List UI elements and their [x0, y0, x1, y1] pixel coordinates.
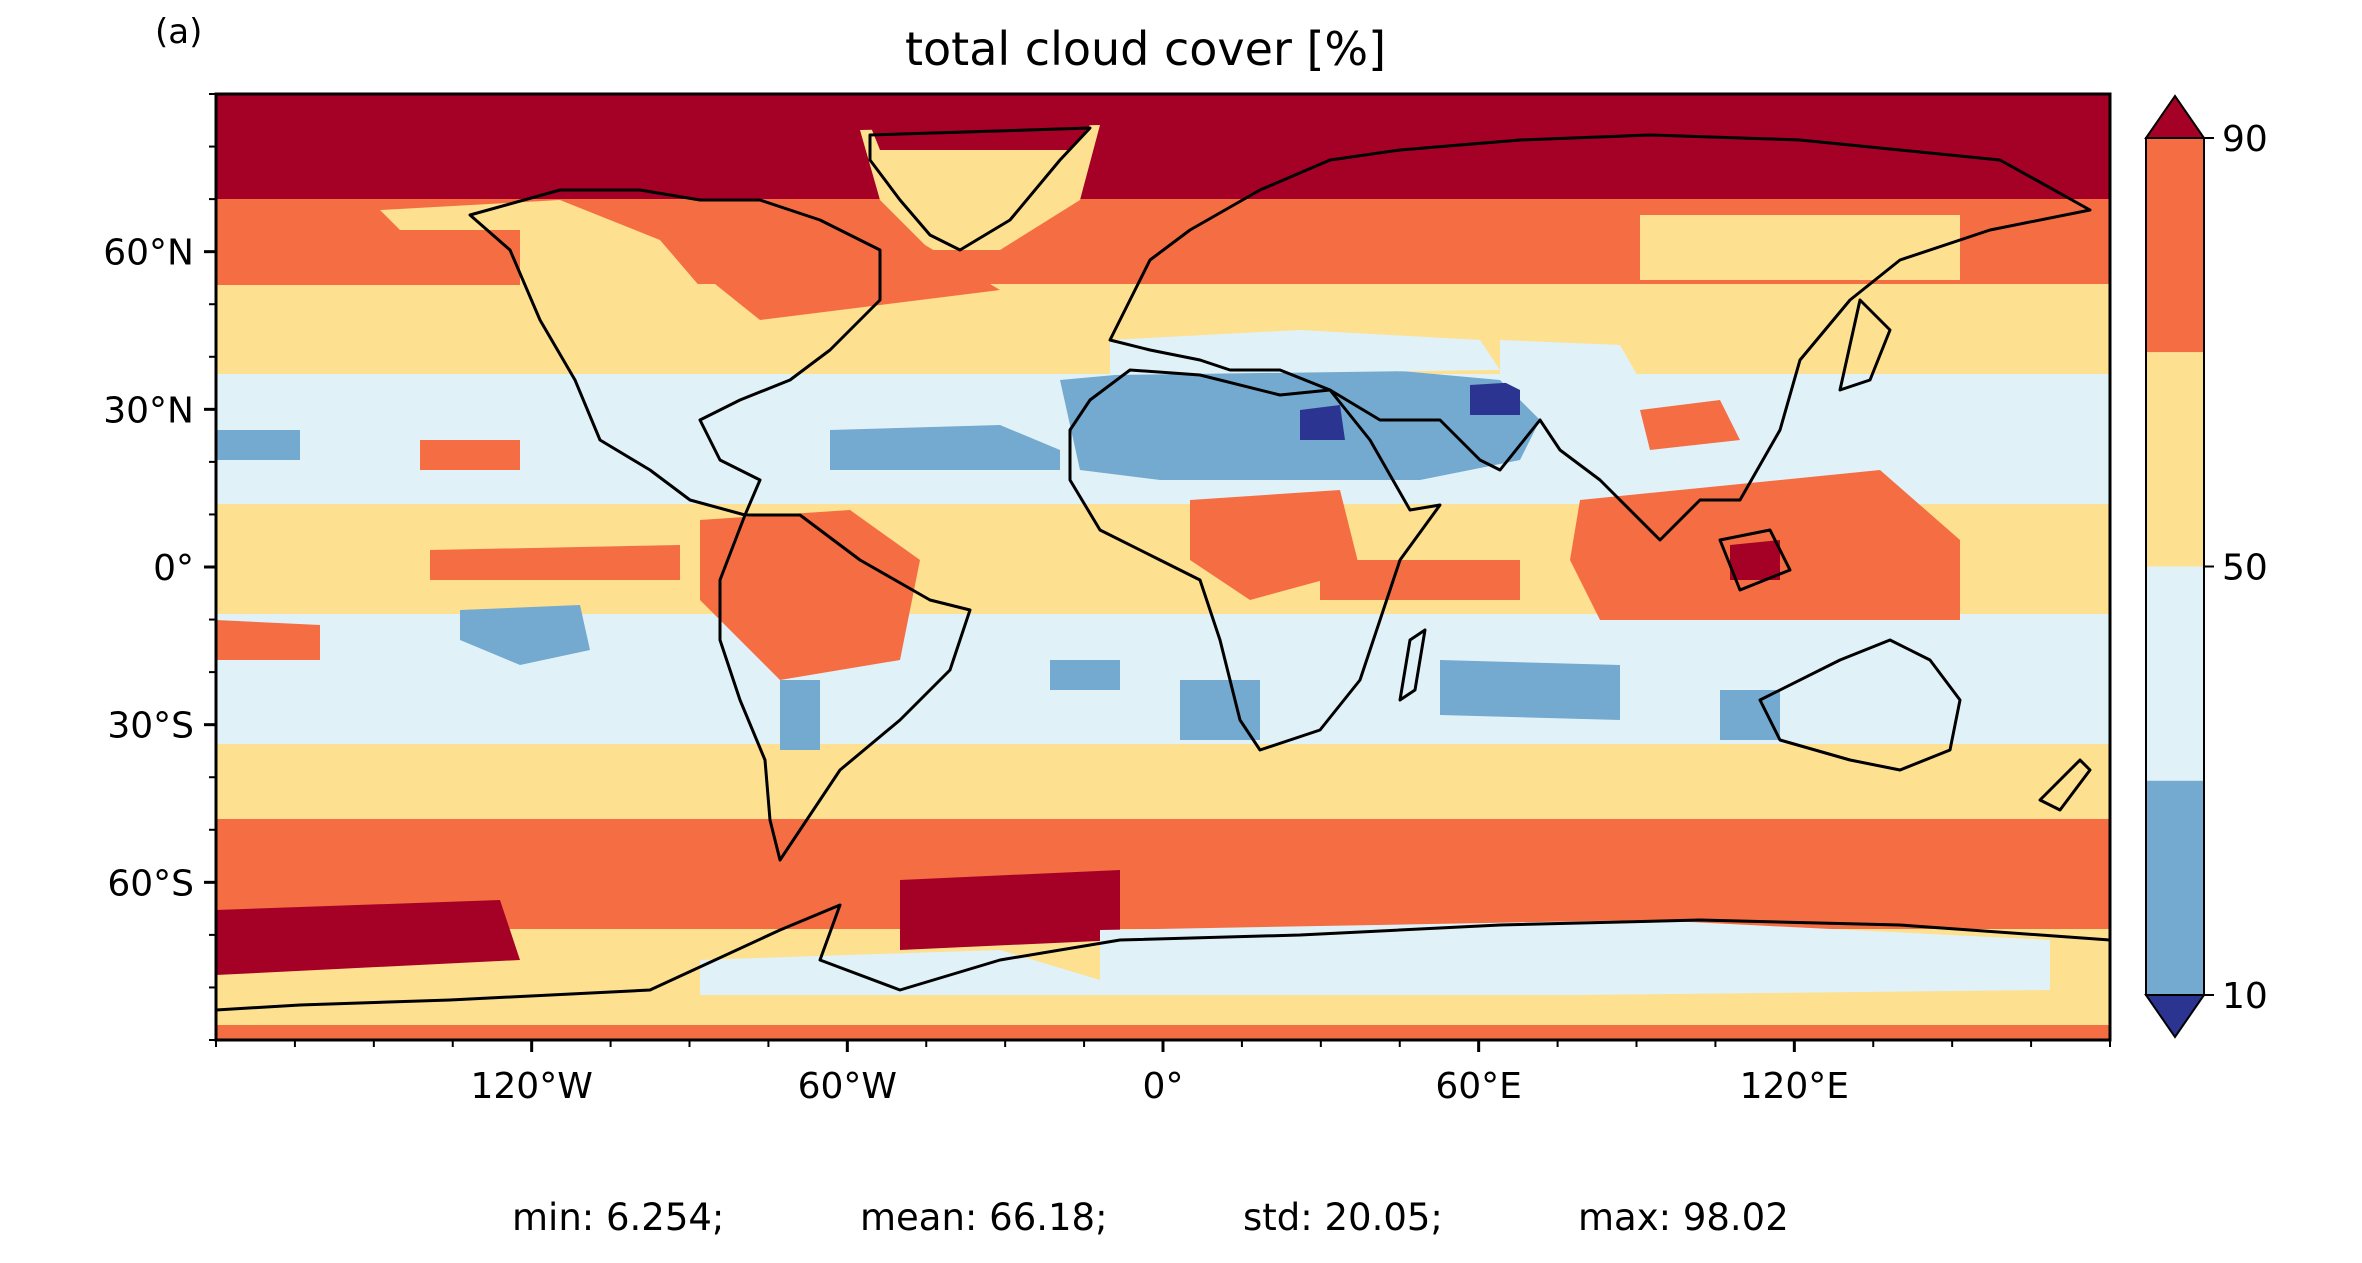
- region-atlantic-blue: [830, 425, 1060, 470]
- region-se-pacific-blue: [460, 605, 590, 665]
- band-southern-mid: [216, 744, 2110, 819]
- region-amazon: [700, 510, 920, 680]
- colorbar-segment: [2146, 138, 2204, 353]
- region-greenland: [860, 125, 1100, 250]
- colorbar-segment: [2146, 352, 2204, 567]
- lon-tick-label: 60°W: [798, 1066, 897, 1107]
- coast-antarctica: [216, 903, 2110, 1012]
- lon-tick-label: 120°E: [1740, 1066, 1849, 1107]
- latitude-axis: 60°N 30°N 0° 30°S 60°S: [103, 233, 216, 904]
- region-congo: [1190, 490, 1360, 600]
- region-borneo-dark: [1730, 540, 1780, 580]
- stat-std: std: 20.05;: [1243, 1196, 1443, 1239]
- region-iran-dark: [1470, 382, 1520, 415]
- coast-eurasia: [1108, 133, 2092, 542]
- region-east-asia-red: [1640, 400, 1740, 450]
- stat-mean: mean: 66.18;: [860, 1196, 1108, 1239]
- panel-label: (a): [155, 12, 203, 52]
- region-antarctica-bottom-red: [216, 1025, 2110, 1040]
- region-southern-ocean-dark-w: [216, 900, 520, 975]
- lat-tick-label: 0°: [153, 548, 194, 589]
- coast-japan: [1838, 298, 1892, 392]
- coast-greenland: [868, 126, 1092, 252]
- band-southern-ocean: [216, 819, 2110, 929]
- region-sahara-dark: [1300, 405, 1345, 440]
- coast-new-zealand: [2038, 758, 2092, 812]
- region-antarctica-light-e: [1100, 920, 2050, 1000]
- lat-tick-label: 30°S: [107, 706, 194, 747]
- coast-north-america: [468, 188, 882, 517]
- lat-tick-label: 60°S: [107, 863, 194, 904]
- colorbar-extend-max: [2144, 94, 2206, 139]
- colorbar-tick-label: 90: [2222, 119, 2268, 160]
- colorbar-tick-label: 10: [2222, 976, 2268, 1017]
- coast-australia: [1758, 638, 1962, 772]
- longitude-axis: 120°W 60°W 0° 60°E 120°E: [471, 1040, 1849, 1107]
- region-itcz-red: [430, 545, 680, 580]
- coast-africa: [1068, 368, 1442, 752]
- map-title: total cloud cover [%]: [905, 22, 1387, 76]
- colorbar-extend-min: [2144, 994, 2206, 1039]
- region-southern-ocean-dark: [900, 870, 1120, 950]
- region-south-pacific-red: [216, 620, 320, 660]
- region-pacific-blue-n: [216, 430, 300, 460]
- region-australia-blue: [1720, 690, 1780, 740]
- region-central-asia: [1500, 340, 1640, 400]
- lat-tick-label: 60°N: [103, 233, 194, 274]
- colorbar-segment: [2146, 780, 2204, 995]
- colorbar: 90 50 10: [2144, 94, 2268, 1039]
- region-indian-ocean-blue: [1440, 660, 1620, 720]
- stat-min: min: 6.254;: [512, 1196, 725, 1239]
- region-siberia: [1640, 215, 1960, 280]
- region-south-atlantic-blue: [1050, 660, 1120, 690]
- coast-madagascar: [1398, 628, 1427, 702]
- region-south-america-west: [780, 680, 820, 750]
- lon-tick-label: 120°W: [471, 1066, 593, 1107]
- region-north-atlantic-storm: [660, 230, 1000, 320]
- region-southern-africa-blue: [1180, 680, 1260, 740]
- coast-south-america: [718, 513, 972, 862]
- region-central-pacific-red: [420, 440, 520, 470]
- lon-tick-label: 60°E: [1435, 1066, 1522, 1107]
- cloud-cover-field: [216, 94, 2110, 1040]
- lon-tick-label: 0°: [1143, 1066, 1184, 1107]
- colorbar-segment: [2146, 566, 2204, 781]
- region-indian-ocean-red: [1320, 560, 1520, 600]
- band-arctic-high: [216, 94, 2110, 199]
- region-north-pacific: [216, 230, 520, 285]
- stat-max: max: 98.02: [1578, 1196, 1789, 1239]
- colorbar-tick-label: 50: [2222, 548, 2268, 589]
- minor-ticks: [209, 93, 2111, 1047]
- coastlines: [216, 126, 2110, 1012]
- lat-tick-label: 30°N: [103, 390, 194, 431]
- coast-borneo: [1718, 528, 1792, 592]
